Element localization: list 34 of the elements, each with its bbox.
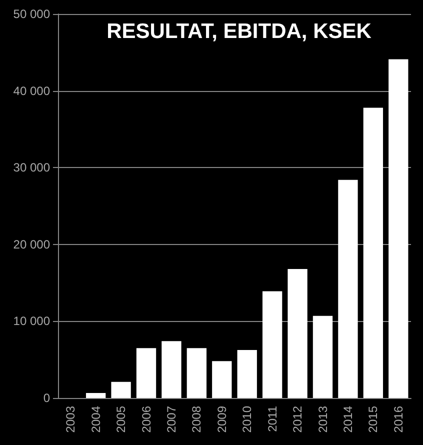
- x-tick-label: 2012: [290, 406, 305, 433]
- x-tick-label: 2003: [64, 406, 78, 433]
- x-tick-label: 2004: [88, 406, 103, 433]
- x-tick-label: 2007: [164, 406, 178, 433]
- y-tick-label: 10 000: [13, 314, 50, 328]
- bar: [86, 393, 106, 398]
- y-tick-label: 0: [43, 391, 50, 405]
- x-tick-label: 2006: [139, 406, 154, 433]
- y-tick-label: 50 000: [13, 7, 50, 21]
- bar: [111, 382, 131, 398]
- bar: [212, 361, 232, 398]
- bar: [162, 341, 182, 398]
- bar: [136, 348, 156, 398]
- bar: [288, 268, 308, 398]
- bar: [312, 316, 333, 398]
- y-tick-label: 40 000: [13, 84, 50, 98]
- bar: [262, 291, 282, 398]
- x-tick-label: 2010: [240, 406, 254, 433]
- y-tick-label: 30 000: [13, 160, 50, 175]
- x-tick-label: 2009: [214, 406, 229, 433]
- x-tick-label: 2008: [190, 406, 204, 433]
- chart-title: RESULTAT, EBITDA, KSEK: [106, 20, 372, 43]
- x-tick-label: 2005: [114, 406, 128, 433]
- x-tick-label: 2016: [391, 406, 406, 433]
- bar: [338, 180, 358, 398]
- y-tick-label: 20 000: [13, 237, 50, 252]
- x-tick-label: 2015: [366, 406, 380, 433]
- x-tick-label: 2013: [316, 406, 330, 433]
- bar: [186, 348, 207, 398]
- bar: [363, 108, 384, 398]
- x-tick-label: 2011: [265, 406, 280, 432]
- bar: [388, 59, 408, 398]
- bar: [237, 350, 257, 398]
- x-tick-label: 2014: [340, 406, 355, 433]
